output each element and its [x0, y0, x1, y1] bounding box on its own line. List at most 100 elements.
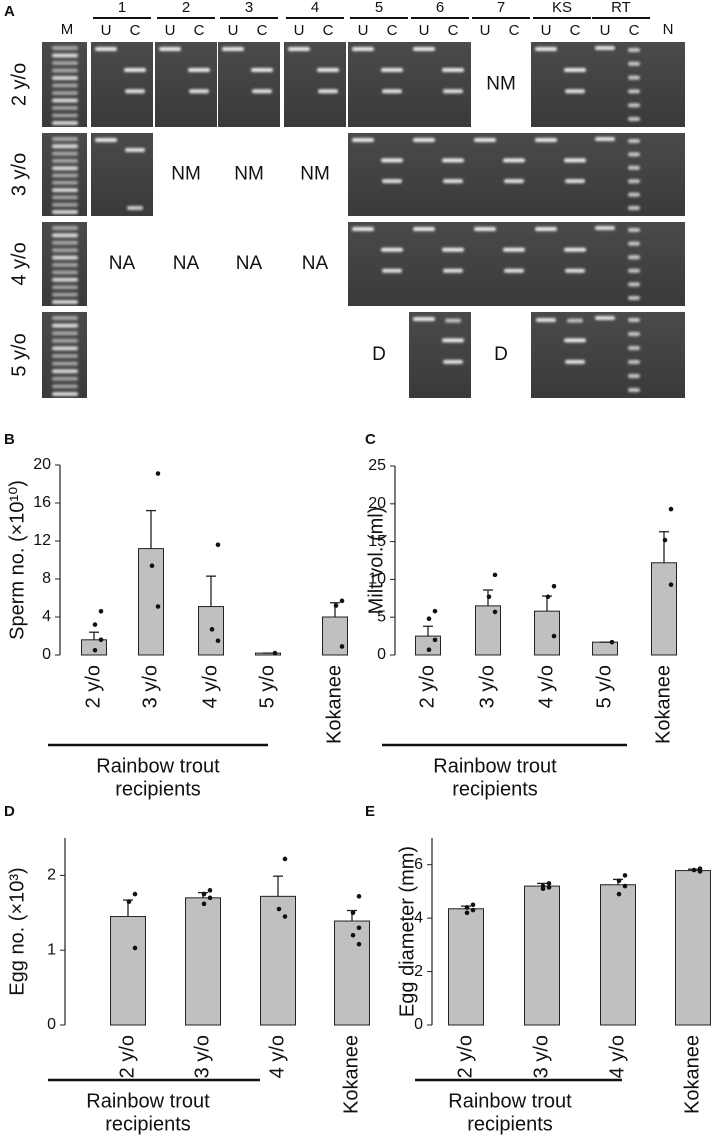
bar	[651, 562, 677, 656]
lane-label: U	[419, 22, 430, 39]
gel-block	[590, 312, 685, 398]
gel-band	[52, 316, 78, 320]
gel-band	[628, 48, 640, 52]
gel-band	[413, 317, 435, 321]
sample-label: RT	[611, 0, 631, 16]
data-point	[668, 506, 674, 512]
data-point	[333, 603, 339, 608]
y-tick-label: 4	[42, 608, 51, 625]
data-point	[155, 471, 161, 476]
sample-label: 1	[118, 0, 126, 16]
x-tick-label: 3 y/o	[139, 665, 161, 708]
y-tick-label: 10	[368, 571, 386, 588]
group-label: recipients	[115, 778, 201, 800]
gel-band	[188, 68, 210, 73]
data-point	[616, 878, 622, 884]
sample-label: 4	[311, 0, 319, 16]
data-point	[432, 637, 438, 643]
row-label: 3 y/o	[8, 153, 30, 196]
gel-band	[352, 138, 374, 142]
data-point	[339, 644, 345, 649]
y-tick-label: 1	[47, 941, 56, 958]
gel-band	[443, 89, 463, 94]
data-point	[697, 869, 703, 874]
y-tick-label: 8	[42, 570, 51, 587]
data-point	[155, 604, 161, 609]
bar	[524, 885, 560, 1026]
data-point	[98, 637, 104, 643]
data-point	[207, 895, 213, 901]
bar	[600, 884, 636, 1026]
panel-label: B	[4, 431, 15, 448]
gel-note: NA	[173, 253, 200, 274]
data-point	[92, 647, 98, 653]
data-point	[492, 609, 498, 615]
gel-band	[52, 361, 78, 366]
gel-band	[52, 137, 78, 141]
gel-band	[628, 241, 640, 246]
gel-band	[628, 268, 640, 273]
gel-block	[590, 133, 685, 216]
gel-band	[565, 268, 585, 273]
x-tick-label: 4 y/o	[266, 1035, 288, 1078]
gel-band	[382, 268, 402, 273]
gel-band	[628, 139, 640, 143]
sample-label: 3	[245, 0, 253, 16]
gel-band	[474, 138, 496, 142]
gel-band	[52, 285, 78, 290]
data-point	[691, 867, 697, 873]
data-point	[92, 622, 98, 627]
gel-band	[52, 300, 78, 304]
gel-band	[95, 47, 117, 51]
bar	[475, 605, 501, 656]
y-axis-label: Milt vol. (ml)	[365, 507, 387, 615]
y-tick-label: 2	[47, 867, 56, 884]
gel-band	[628, 282, 640, 287]
gel-note: D	[494, 344, 508, 365]
gel-band	[52, 83, 78, 88]
gel-note: D	[372, 344, 386, 365]
lane-label: C	[323, 22, 334, 39]
gel-band	[565, 179, 585, 184]
lane-label: C	[509, 22, 520, 39]
gel-band	[352, 47, 374, 51]
gel-band	[628, 318, 640, 322]
data-point	[622, 883, 628, 889]
y-tick-label: 4	[414, 909, 423, 926]
gel-band	[381, 158, 403, 163]
gel-note: NA	[236, 253, 263, 274]
y-tick-label: 5	[377, 608, 386, 625]
gel-block	[348, 222, 410, 306]
y-tick-label: 0	[47, 1016, 56, 1033]
gel-band	[564, 247, 586, 252]
gel-band	[52, 392, 78, 396]
gel-block	[470, 222, 532, 306]
y-axis-label: Sperm no. (×10¹⁰)	[6, 480, 28, 640]
gel-band	[52, 346, 78, 351]
gel-block	[348, 42, 410, 127]
bar	[534, 610, 560, 656]
data-point	[622, 873, 628, 878]
data-point	[126, 899, 132, 904]
gel-band	[595, 46, 615, 50]
gel-band	[52, 180, 78, 185]
gel-band	[443, 179, 463, 184]
data-point	[551, 633, 557, 639]
lane-label: C	[448, 22, 459, 39]
gel-block	[409, 42, 471, 127]
sample-label: KS	[552, 0, 572, 16]
lane-label: U	[480, 22, 491, 39]
data-point	[464, 905, 470, 910]
gel-band	[413, 138, 435, 142]
gel-block	[409, 312, 471, 398]
lane-label: U	[358, 22, 369, 39]
gel-band	[52, 338, 78, 343]
gel-band	[52, 144, 78, 149]
group-label: recipients	[105, 1113, 191, 1135]
lane-label: U	[600, 22, 611, 39]
lane-label: U	[101, 22, 112, 39]
gel-band	[628, 165, 640, 170]
x-tick-label: Kokanee	[652, 665, 674, 744]
gel-band	[628, 179, 640, 184]
